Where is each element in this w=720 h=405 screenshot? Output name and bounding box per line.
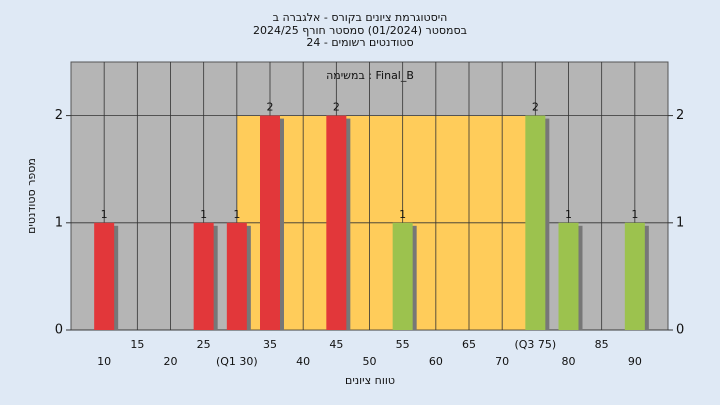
x-axis-label: טווח ציונים [345, 374, 395, 387]
x-tick-label: 70 [495, 355, 509, 368]
x-tick-label: 40 [296, 355, 310, 368]
y-tick-label: 1 [55, 215, 63, 230]
bar [260, 115, 280, 330]
bar [392, 222, 413, 330]
x-tick-label: 25 [197, 338, 211, 351]
bar [326, 115, 347, 330]
x-tick-label: 15 [130, 338, 144, 351]
bar [525, 115, 546, 330]
value-label: 1 [233, 208, 240, 221]
value-label: 1 [200, 208, 207, 221]
annotation: Final_B : במשימה [326, 69, 414, 82]
x-tick-label: 10 [97, 355, 111, 368]
y-axis-label: מספר סטודנטים [25, 158, 38, 234]
chart-subtitle: סטודנטים רשומים - 24 [306, 36, 413, 49]
y-tick-label: 2 [55, 108, 63, 123]
bar [94, 222, 115, 330]
y2-tick-label: 1 [676, 215, 684, 230]
value-label: 2 [333, 101, 340, 114]
value-label: 2 [532, 101, 539, 114]
x-tick-label: 90 [628, 355, 642, 368]
value-label: 1 [565, 208, 572, 221]
y2-tick-label: 0 [676, 323, 684, 338]
value-label: 1 [101, 208, 108, 221]
x-tick-label: 80 [562, 355, 576, 368]
x-tick-label: 85 [595, 338, 609, 351]
bar [226, 222, 247, 330]
x-tick-label: 60 [429, 355, 443, 368]
x-tick-label: 20 [164, 355, 178, 368]
x-tick-label: (Q1 30) [216, 355, 258, 368]
chart-subtitle: בסמסטר (01/2024) סמסטר חורף 2024/25 [253, 24, 467, 37]
bar [624, 222, 645, 330]
y-tick-label: 0 [55, 323, 63, 338]
chart-title: היסטוגרמת ציונים בקורס - אלגברה ב [273, 11, 448, 24]
x-tick-label: 65 [462, 338, 476, 351]
bar [558, 222, 579, 330]
bar [193, 222, 214, 330]
value-label: 1 [399, 208, 406, 221]
x-tick-label: 50 [363, 355, 377, 368]
x-tick-label: (Q3 75) [514, 338, 556, 351]
x-tick-label: 45 [329, 338, 343, 351]
value-label: 1 [631, 208, 638, 221]
value-label: 2 [267, 101, 274, 114]
y2-tick-label: 2 [676, 108, 684, 123]
x-tick-label: 35 [263, 338, 277, 351]
x-tick-label: 55 [396, 338, 410, 351]
